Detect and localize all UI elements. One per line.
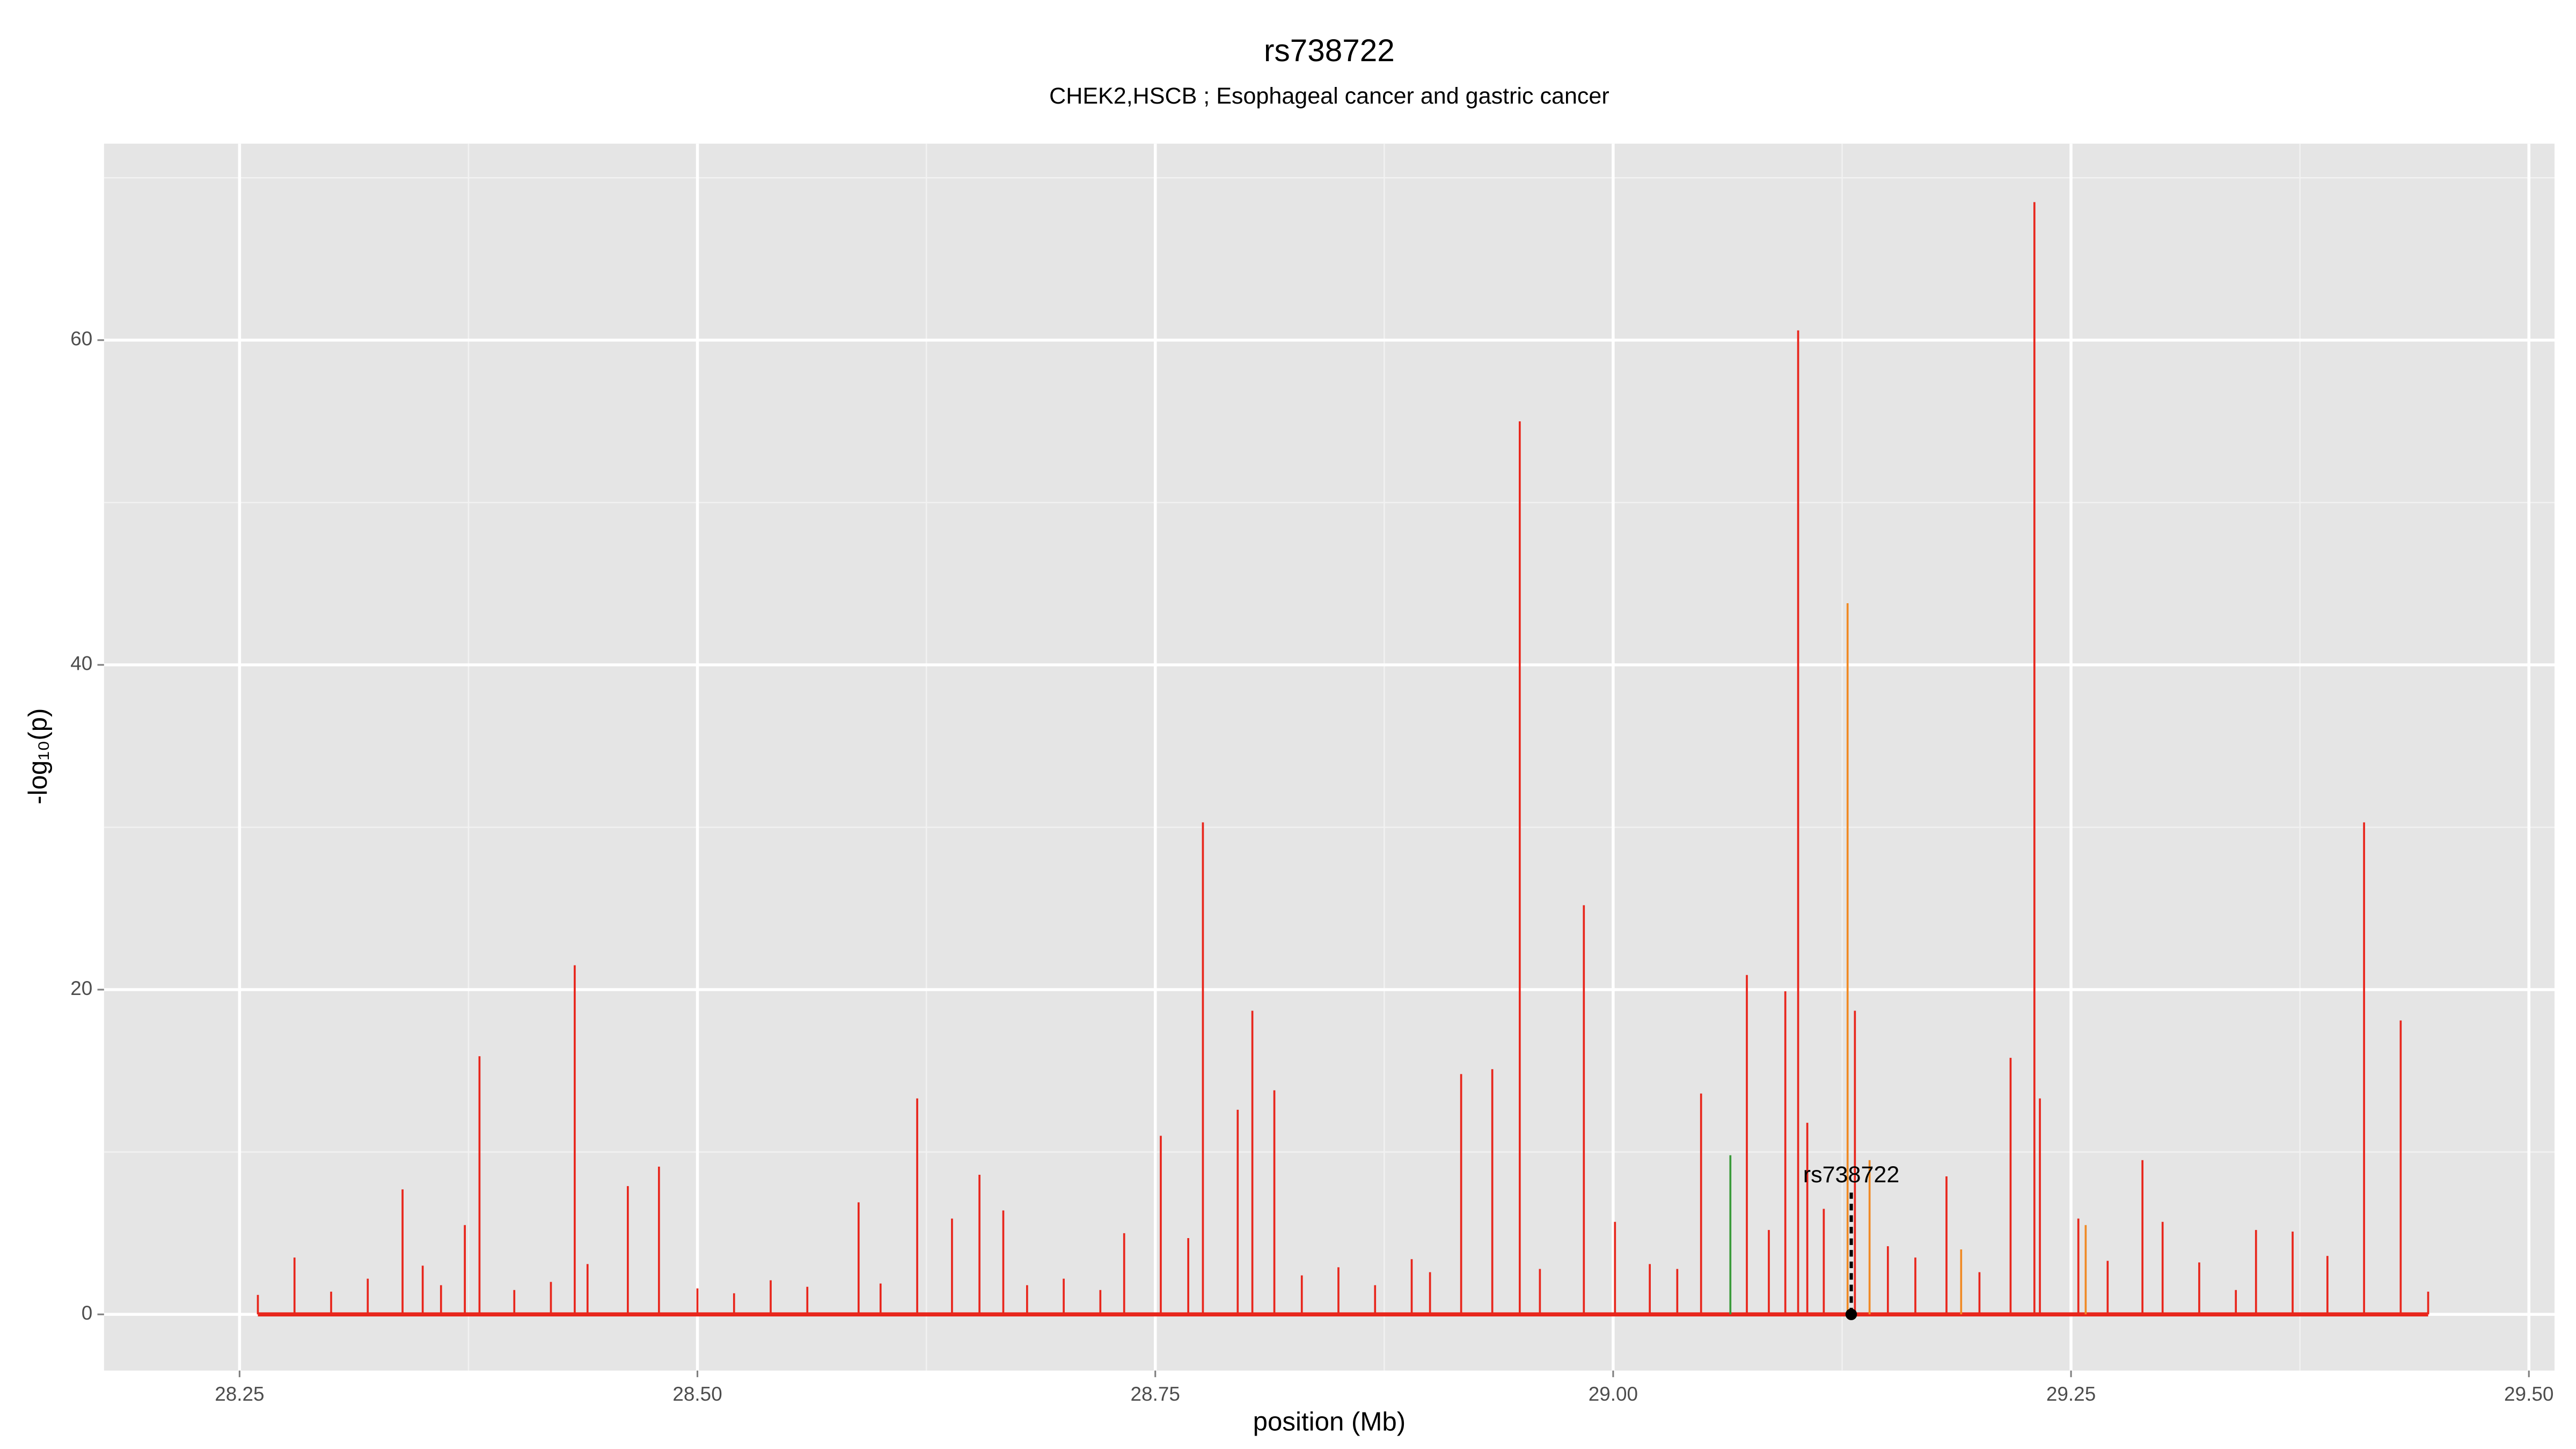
x-tick-label: 28.50 [672, 1383, 722, 1405]
marks: rs738722 [257, 202, 2429, 1320]
x-tick-label: 29.50 [2504, 1383, 2553, 1405]
y-tick-label: 60 [70, 328, 92, 350]
y-tick-label: 20 [70, 977, 92, 999]
plot-panel [104, 143, 2555, 1371]
chart-title: rs738722 [1264, 33, 1395, 68]
annotation-point [1845, 1308, 1857, 1320]
x-tick-label: 28.75 [1131, 1383, 1180, 1405]
chart-subtitle: CHEK2,HSCB ; Esophageal cancer and gastr… [1049, 83, 1609, 109]
y-tick-label: 40 [70, 653, 92, 675]
annotation-label: rs738722 [1803, 1162, 1900, 1188]
y-axis-label: -log₁₀(p) [23, 708, 53, 804]
x-tick-label: 29.25 [2046, 1383, 2096, 1405]
x-tick-label: 28.25 [215, 1383, 264, 1405]
grid [104, 143, 2555, 1371]
x-tick-label: 29.00 [1589, 1383, 1638, 1405]
y-tick-label: 0 [82, 1302, 93, 1324]
x-axis-label: position (Mb) [1253, 1407, 1406, 1436]
